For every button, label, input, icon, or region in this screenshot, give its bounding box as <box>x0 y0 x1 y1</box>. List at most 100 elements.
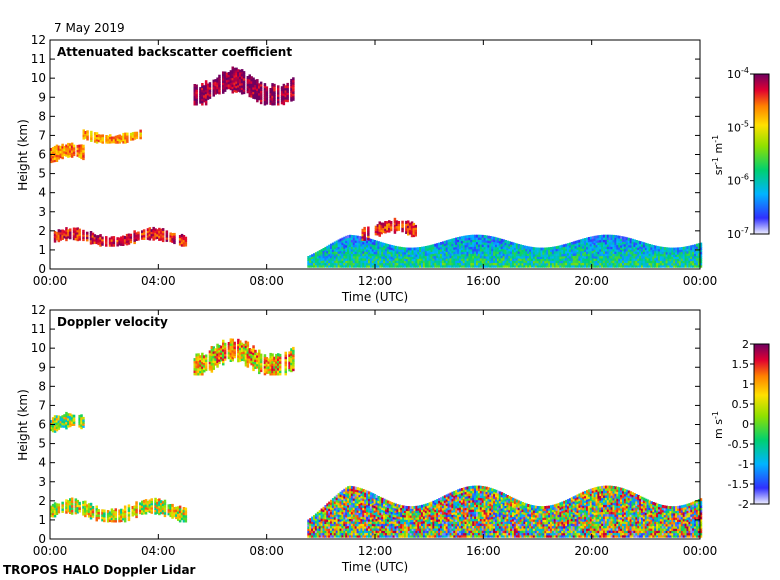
heatmap-cell <box>479 250 483 254</box>
heatmap-cell <box>597 260 600 264</box>
heatmap-cell <box>405 251 409 255</box>
heatmap-cell <box>124 132 127 136</box>
heatmap-cell <box>349 490 352 494</box>
heatmap-cell <box>231 79 234 83</box>
heatmap-cell <box>171 240 174 243</box>
heatmap-cell <box>378 233 381 237</box>
heatmap-cell <box>95 235 98 238</box>
heatmap-cell <box>614 255 617 259</box>
heatmap-cell <box>204 82 208 86</box>
heatmap-cell <box>411 247 415 251</box>
heatmap-cell <box>386 516 390 520</box>
heatmap-cell <box>69 504 72 508</box>
heatmap-cell <box>326 255 329 259</box>
heatmap-cell <box>388 508 392 511</box>
heatmap-cell <box>646 262 650 266</box>
heatmap-cell <box>350 257 354 261</box>
heatmap-cell <box>65 416 68 420</box>
heatmap-cell <box>330 246 333 249</box>
heatmap-cell <box>277 94 280 97</box>
heatmap-cell <box>661 258 665 261</box>
heatmap-cell <box>593 244 597 248</box>
heatmap-cell <box>212 353 215 357</box>
heatmap-cell <box>385 516 388 519</box>
heatmap-cell <box>254 79 257 83</box>
heatmap-cell <box>339 500 342 504</box>
heatmap-cell <box>394 528 397 531</box>
heatmap-cell <box>694 251 697 254</box>
heatmap-cell <box>76 144 79 148</box>
heatmap-cell <box>55 426 59 430</box>
heatmap-cell <box>408 227 412 231</box>
heatmap-cell <box>53 237 57 241</box>
heatmap-cell <box>394 534 397 538</box>
heatmap-cell <box>593 253 597 257</box>
heatmap-cell <box>686 253 689 256</box>
heatmap-cell <box>587 257 591 261</box>
heatmap-cell <box>337 255 341 259</box>
heatmap-cell <box>231 347 234 351</box>
heatmap-cell <box>69 419 72 423</box>
heatmap-cell <box>637 256 640 259</box>
heatmap-cell <box>177 518 180 521</box>
heatmap-cell <box>595 262 598 266</box>
heatmap-cell <box>386 244 390 247</box>
heatmap-cell <box>455 239 458 243</box>
heatmap-cell <box>135 131 139 135</box>
heatmap-cell <box>364 534 367 538</box>
heatmap-cell <box>648 262 651 266</box>
heatmap-cell <box>356 235 360 239</box>
heatmap-cell <box>324 249 327 252</box>
heatmap-cell <box>407 232 410 236</box>
heatmap-cell <box>78 417 81 421</box>
heatmap-cell <box>335 516 339 519</box>
heatmap-cell <box>146 509 150 512</box>
heatmap-cell <box>57 150 61 153</box>
heatmap-cell <box>210 355 214 359</box>
heatmap-cell <box>360 513 363 517</box>
heatmap-cell <box>361 228 364 232</box>
heatmap-cell <box>182 239 186 243</box>
heatmap-cell <box>292 91 295 94</box>
heatmap-cell <box>400 505 403 508</box>
heatmap-cell <box>589 241 593 245</box>
heatmap-cell <box>156 499 159 502</box>
heatmap-cell <box>603 257 606 261</box>
heatmap-cell <box>97 239 100 243</box>
heatmap-cell <box>223 89 227 92</box>
heatmap-cell <box>568 264 572 268</box>
heatmap-cell <box>618 253 621 257</box>
heatmap-cell <box>350 497 354 501</box>
heatmap-cell <box>347 246 350 250</box>
heatmap-cell <box>316 253 320 257</box>
heatmap-cell <box>460 247 464 250</box>
heatmap-cell <box>413 264 416 268</box>
heatmap-cell <box>412 222 416 226</box>
heatmap-cell <box>347 507 350 510</box>
heatmap-cell <box>146 505 150 508</box>
heatmap-cell <box>534 258 538 262</box>
heatmap-cell <box>51 417 55 421</box>
heatmap-cell <box>240 342 244 346</box>
heatmap-cell <box>169 237 172 240</box>
heatmap-cell <box>400 527 403 531</box>
heatmap-cell <box>576 260 579 264</box>
heatmap-cell <box>345 521 348 525</box>
heatmap-cell <box>337 523 341 527</box>
heatmap-cell <box>354 264 358 268</box>
heatmap-cell <box>320 255 324 259</box>
heatmap-cell <box>591 245 595 249</box>
heatmap-cell <box>553 257 557 261</box>
heatmap-cell <box>635 260 638 264</box>
heatmap-cell <box>362 521 365 524</box>
heatmap-cell <box>343 236 346 240</box>
heatmap-cell <box>663 264 667 268</box>
heatmap-cell <box>474 255 477 259</box>
heatmap-cell <box>392 521 396 524</box>
heatmap-cell <box>129 137 133 141</box>
heatmap-cell <box>80 423 83 427</box>
heatmap-cell <box>595 246 598 250</box>
heatmap-cell <box>381 507 384 510</box>
heatmap-cell <box>195 95 198 99</box>
